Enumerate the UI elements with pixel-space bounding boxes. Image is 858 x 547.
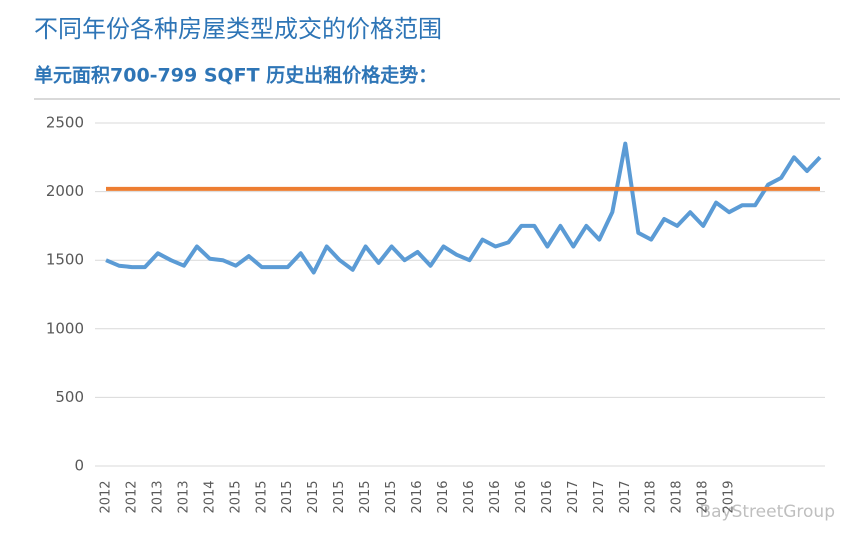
x-tick-label: 2016 <box>488 480 503 513</box>
watermark: BayStreetGroup <box>699 502 835 522</box>
x-tick-label: 2017 <box>618 480 633 513</box>
x-tick-label: 2019 <box>722 480 737 513</box>
x-tick-label: 2018 <box>644 480 659 513</box>
x-tick-label: 2014 <box>202 480 217 513</box>
x-tick-label: 2016 <box>436 480 451 513</box>
x-tick-label: 2015 <box>280 480 295 513</box>
y-tick-label: 2500 <box>46 114 84 132</box>
x-tick-label: 2015 <box>332 480 347 513</box>
series-line <box>105 141 822 275</box>
x-tick-label: 2017 <box>592 480 607 513</box>
y-tick-label: 1500 <box>46 251 84 269</box>
x-tick-label: 2018 <box>670 480 685 513</box>
x-tick-label: 2012 <box>99 480 114 513</box>
y-tick-label: 2000 <box>46 182 84 200</box>
x-tick-label: 2015 <box>306 480 321 513</box>
y-tick-label: 1000 <box>46 319 84 337</box>
x-tick-label: 2017 <box>566 480 581 513</box>
y-tick-label: 0 <box>74 457 84 475</box>
x-tick-label: 2015 <box>228 480 243 513</box>
x-tick-label: 2018 <box>696 480 711 513</box>
x-tick-label: 2016 <box>410 480 425 513</box>
x-tick-label: 2012 <box>124 480 139 513</box>
chart-title: 不同年份各种房屋类型成交的价格范围 <box>34 15 442 43</box>
x-tick-label: 2013 <box>150 480 165 513</box>
x-tick-label: 2016 <box>514 480 529 513</box>
x-tick-label: 2016 <box>462 480 477 513</box>
x-tick-label: 2013 <box>176 480 191 513</box>
x-tick-label: 2016 <box>540 480 555 513</box>
x-tick-label: 2015 <box>384 480 399 513</box>
y-tick-label: 500 <box>55 388 84 406</box>
chart-subtitle: 单元面积700-799 SQFT 历史出租价格走势： <box>34 64 437 87</box>
x-tick-label: 2015 <box>254 480 269 513</box>
x-tick-label: 2015 <box>358 480 373 513</box>
